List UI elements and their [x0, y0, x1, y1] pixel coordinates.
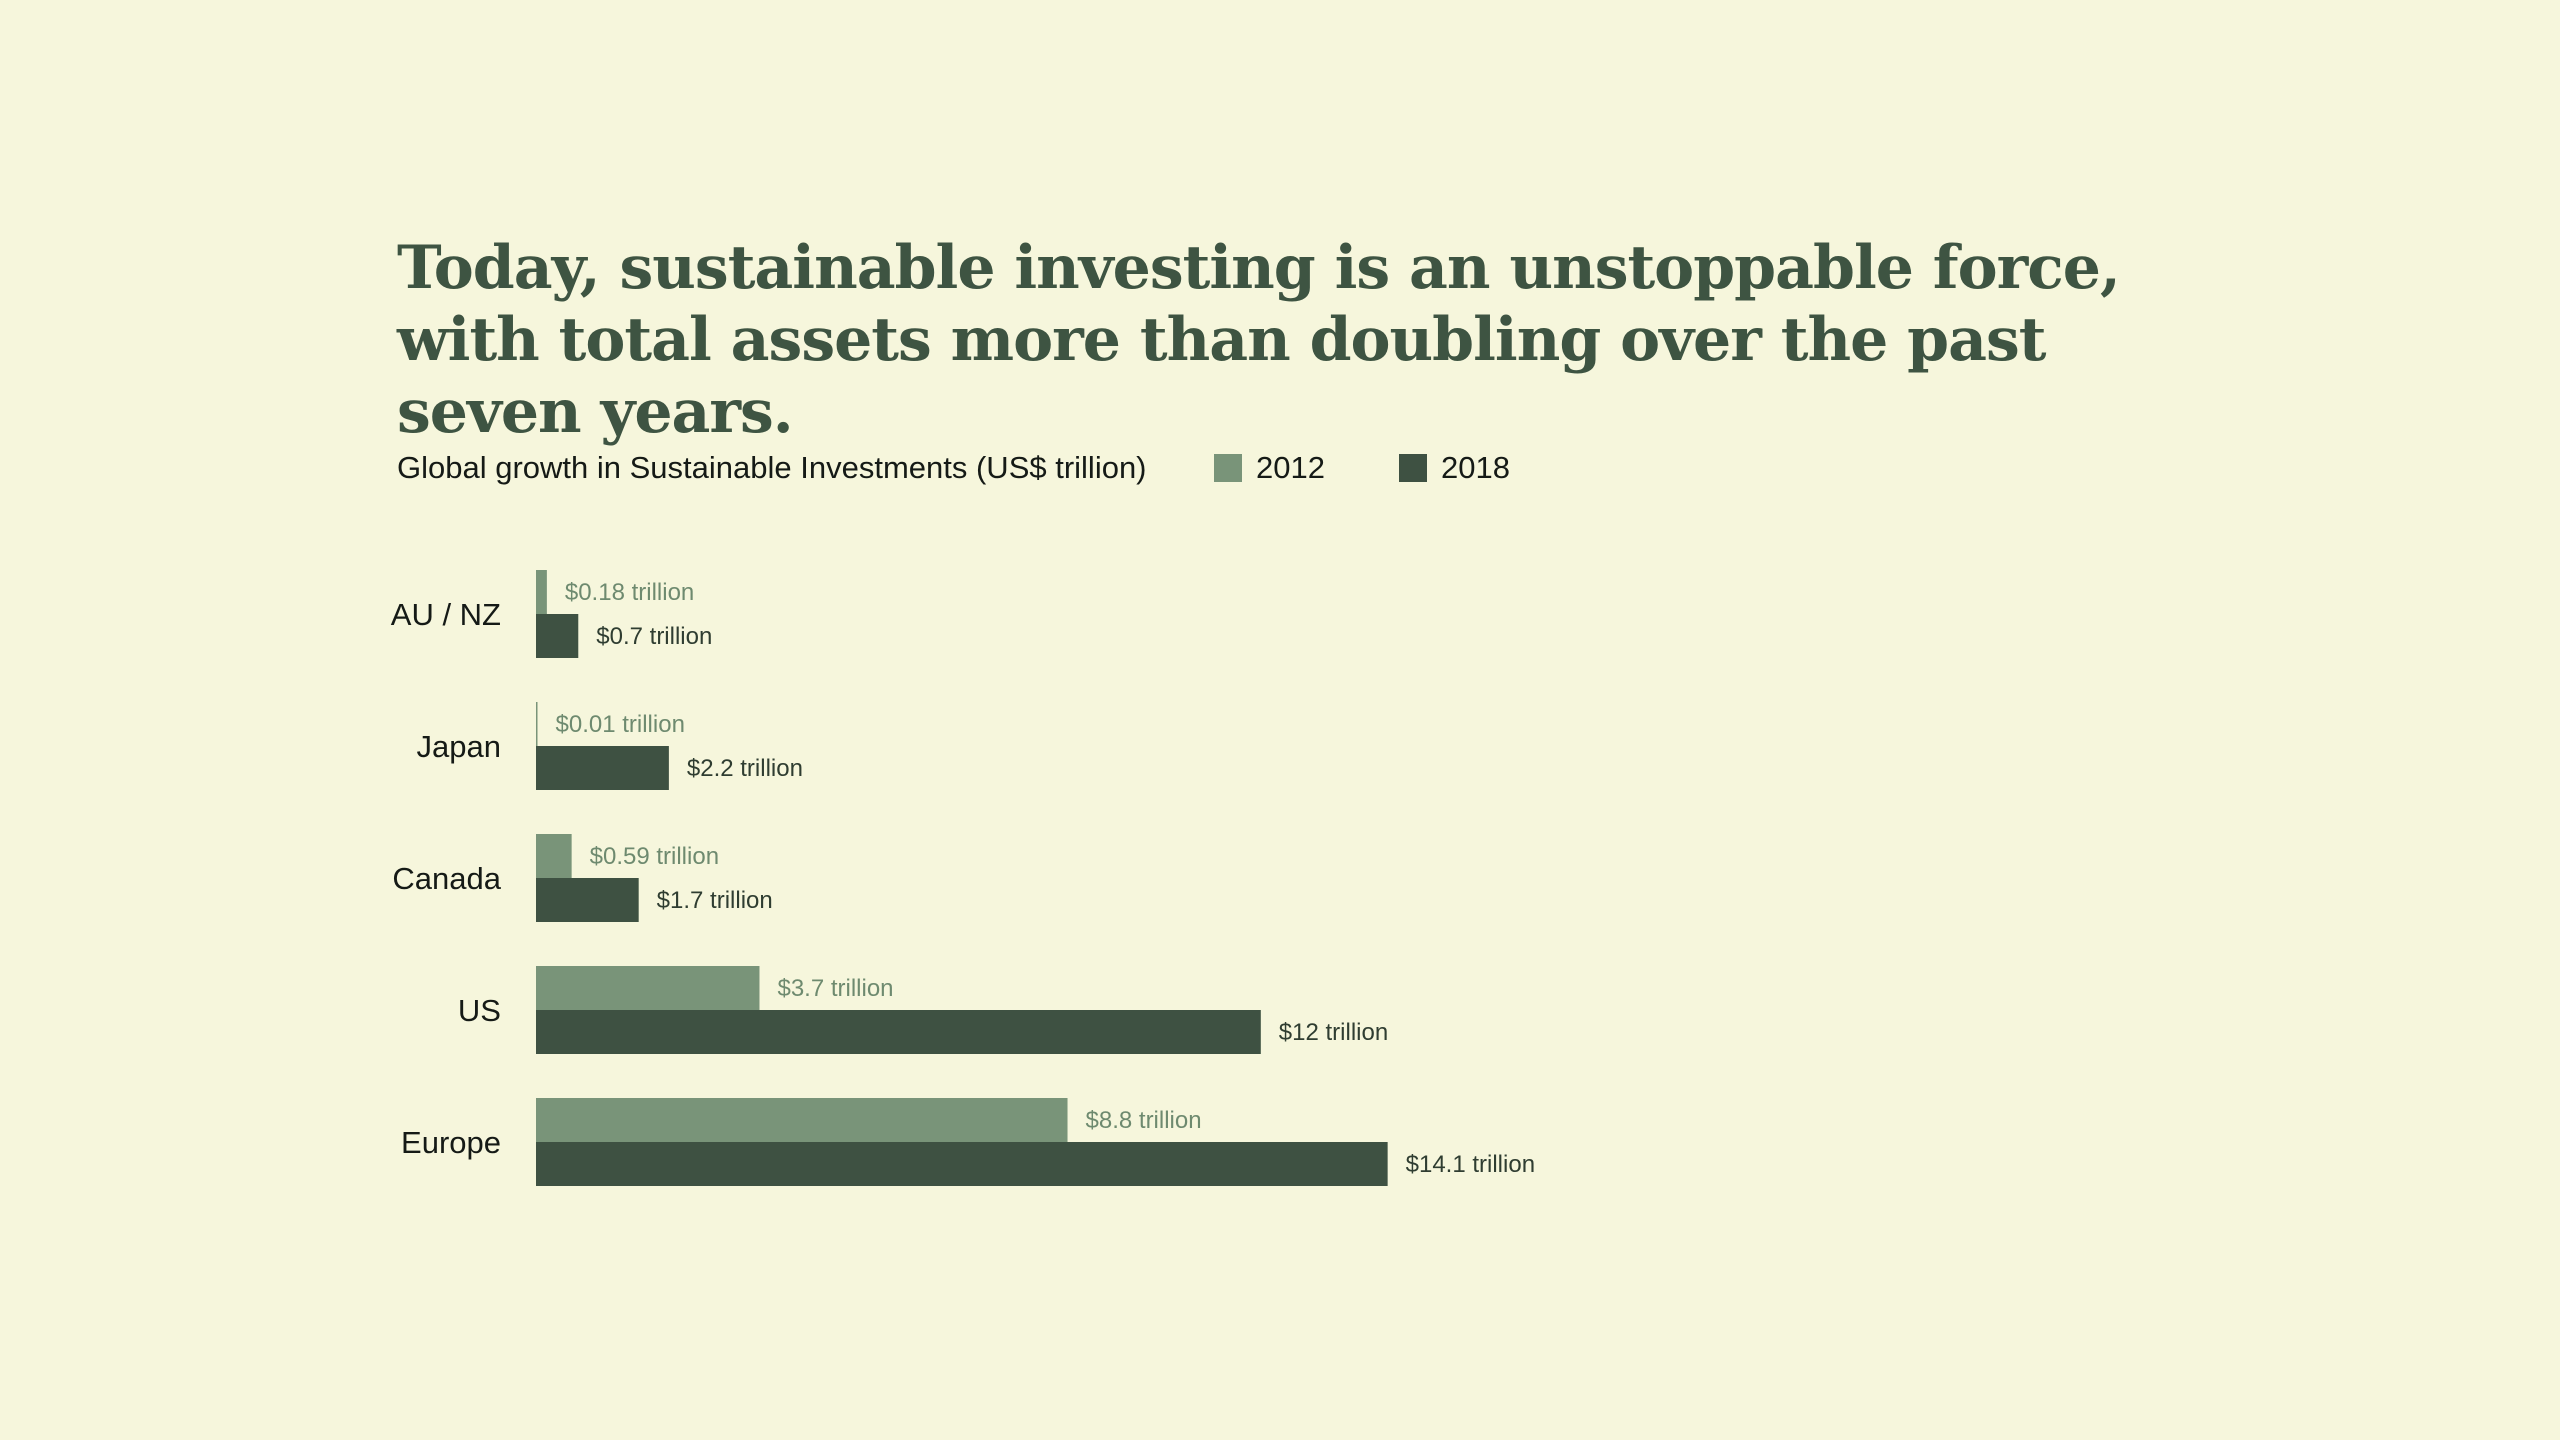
value-label-au-nz-2012: $0.18 trillion: [565, 579, 694, 606]
value-label-japan-2012: $0.01 trillion: [556, 711, 685, 738]
value-label-europe-2018: $14.1 trillion: [1406, 1151, 1535, 1178]
bar-japan-2018: [536, 746, 669, 790]
chart-legend: 2012 2018: [1214, 450, 1584, 486]
legend-item-2012: 2012: [1214, 450, 1325, 486]
value-label-japan-2018: $2.2 trillion: [687, 755, 803, 782]
legend-swatch-2012: [1214, 454, 1242, 482]
legend-label-2018: 2018: [1440, 450, 1510, 485]
bar-japan-2012: [536, 702, 538, 746]
value-label-au-nz-2018: $0.7 trillion: [596, 623, 712, 650]
bar-canada-2012: [536, 834, 572, 878]
category-label-au-nz: AU / NZ: [391, 597, 501, 632]
chart-title: Global growth in Sustainable Investments…: [397, 450, 1147, 485]
value-label-us-2018: $12 trillion: [1279, 1019, 1388, 1046]
value-label-europe-2012: $8.8 trillion: [1086, 1107, 1202, 1134]
legend-label-2012: 2012: [1256, 450, 1325, 485]
bar-us-2012: [536, 966, 760, 1010]
bar-au-nz-2012: [536, 570, 547, 614]
bar-europe-2018: [536, 1142, 1388, 1186]
bar-au-nz-2018: [536, 614, 579, 658]
bar-europe-2012: [536, 1098, 1068, 1142]
category-label-canada: Canada: [392, 861, 501, 896]
value-label-canada-2012: $0.59 trillion: [590, 843, 719, 870]
bar-us-2018: [536, 1010, 1261, 1054]
headline: Today, sustainable investing is an unsto…: [397, 233, 2121, 447]
category-label-japan: Japan: [417, 729, 501, 764]
legend-item-2018: 2018: [1398, 450, 1510, 486]
bar-canada-2018: [536, 878, 639, 922]
legend-swatch-2018: [1398, 454, 1427, 482]
category-label-us: US: [458, 993, 501, 1028]
category-label-europe: Europe: [401, 1125, 501, 1160]
value-label-canada-2018: $1.7 trillion: [657, 887, 773, 914]
value-label-us-2012: $3.7 trillion: [777, 975, 893, 1002]
